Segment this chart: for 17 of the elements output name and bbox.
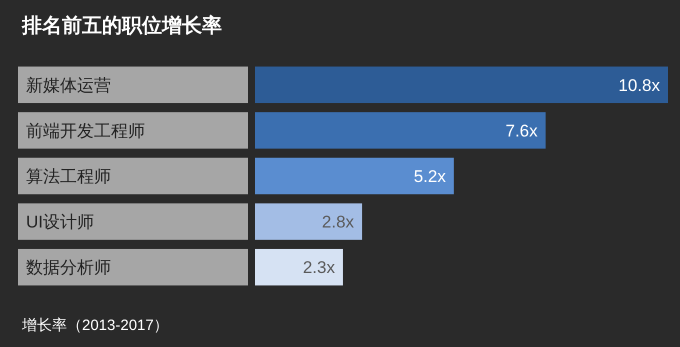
bar bbox=[255, 112, 546, 149]
data-label: 2.8x bbox=[322, 212, 355, 232]
text: 增长率（2013-2017） bbox=[21, 317, 169, 334]
bar bbox=[255, 158, 454, 194]
y-tick-label: 新媒体运营 bbox=[26, 76, 111, 95]
chart-title: 排名前五的职位增长率 bbox=[21, 14, 222, 37]
data-label: 10.8x bbox=[618, 76, 660, 95]
y-tick-label: 算法工程师 bbox=[26, 167, 111, 186]
data-label: 2.3x bbox=[302, 258, 336, 278]
bar bbox=[255, 66, 668, 104]
bar bbox=[255, 248, 343, 286]
data-label: 5.2x bbox=[414, 167, 446, 186]
bar bbox=[255, 203, 362, 240]
y-tick-label: 前端开发工程师 bbox=[26, 121, 145, 140]
y-tick-label: 数据分析师 bbox=[26, 258, 111, 278]
data-label: 7.6x bbox=[505, 121, 538, 140]
y-tick-label: UI设计师 bbox=[26, 212, 94, 232]
